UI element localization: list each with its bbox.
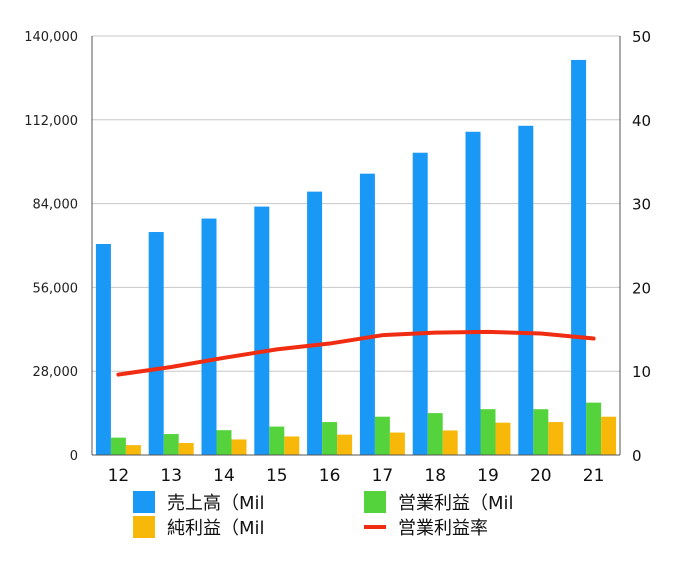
bar bbox=[571, 60, 586, 455]
bar bbox=[179, 443, 194, 455]
bar bbox=[322, 422, 337, 455]
bar bbox=[96, 244, 111, 455]
bar bbox=[111, 438, 126, 455]
bar bbox=[586, 403, 601, 455]
bar bbox=[375, 417, 390, 455]
bar bbox=[413, 153, 428, 455]
y-left-tick-label: 0 bbox=[70, 449, 78, 464]
y-right-tick-label: 0 bbox=[632, 447, 642, 465]
x-tick-label: 15 bbox=[266, 466, 288, 486]
legend-label: 純利益（Mil bbox=[167, 518, 265, 539]
gridlines bbox=[92, 36, 620, 371]
legend: 売上高（Mil 営業利益（Mil 純利益（Mil 営業利益率 bbox=[133, 491, 514, 539]
bar bbox=[164, 434, 179, 455]
bar bbox=[337, 435, 352, 455]
y-right-tick-label: 10 bbox=[632, 363, 651, 381]
x-tick-label: 16 bbox=[319, 466, 341, 486]
bar bbox=[443, 430, 458, 455]
y-right-tick-label: 40 bbox=[632, 112, 651, 130]
bar bbox=[548, 422, 563, 455]
legend-label: 営業利益率 bbox=[398, 518, 488, 539]
y-right-tick-label: 30 bbox=[632, 196, 651, 214]
bar bbox=[254, 207, 269, 455]
bar bbox=[202, 219, 217, 455]
legend-swatch bbox=[364, 491, 386, 513]
y-left-tick-label: 112,000 bbox=[24, 114, 78, 129]
legend-swatch bbox=[133, 516, 155, 538]
bar bbox=[481, 409, 496, 455]
bar bbox=[390, 433, 405, 455]
bar bbox=[533, 409, 548, 455]
bar bbox=[232, 439, 247, 455]
bar bbox=[360, 174, 375, 455]
bar bbox=[126, 445, 141, 455]
x-tick-label: 21 bbox=[583, 466, 605, 486]
bars bbox=[96, 60, 616, 455]
bar bbox=[269, 427, 284, 455]
bar bbox=[601, 417, 616, 455]
x-tick-label: 19 bbox=[477, 466, 499, 486]
legend-label: 売上高（Mil bbox=[167, 493, 265, 514]
legend-swatch bbox=[133, 491, 155, 513]
y-left-tick-label: 140,000 bbox=[24, 30, 78, 45]
bar bbox=[466, 132, 481, 455]
y-right-tick-label: 20 bbox=[632, 279, 651, 297]
x-tick-label: 20 bbox=[530, 466, 552, 486]
x-tick-label: 17 bbox=[372, 466, 394, 486]
x-tick-label: 13 bbox=[160, 466, 182, 486]
y-left-tick-label: 28,000 bbox=[33, 365, 79, 380]
bar bbox=[518, 126, 533, 455]
bar bbox=[307, 192, 322, 455]
legend-swatch bbox=[364, 525, 386, 529]
x-tick-label: 18 bbox=[424, 466, 446, 486]
x-tick-label: 14 bbox=[213, 466, 235, 486]
axes: 0 28,000 56,000 84,000 112,000 140,000 0 10 20 30… bbox=[24, 28, 651, 486]
bar bbox=[284, 436, 299, 455]
bar bbox=[217, 430, 232, 455]
bar bbox=[496, 423, 511, 455]
bar bbox=[149, 232, 164, 455]
y-right-tick-label: 50 bbox=[632, 28, 651, 46]
bar bbox=[428, 413, 443, 455]
legend-label: 営業利益（Mil bbox=[398, 493, 514, 514]
y-left-tick-label: 56,000 bbox=[33, 281, 79, 296]
y-left-tick-label: 84,000 bbox=[33, 198, 79, 213]
x-tick-label: 12 bbox=[108, 466, 130, 486]
